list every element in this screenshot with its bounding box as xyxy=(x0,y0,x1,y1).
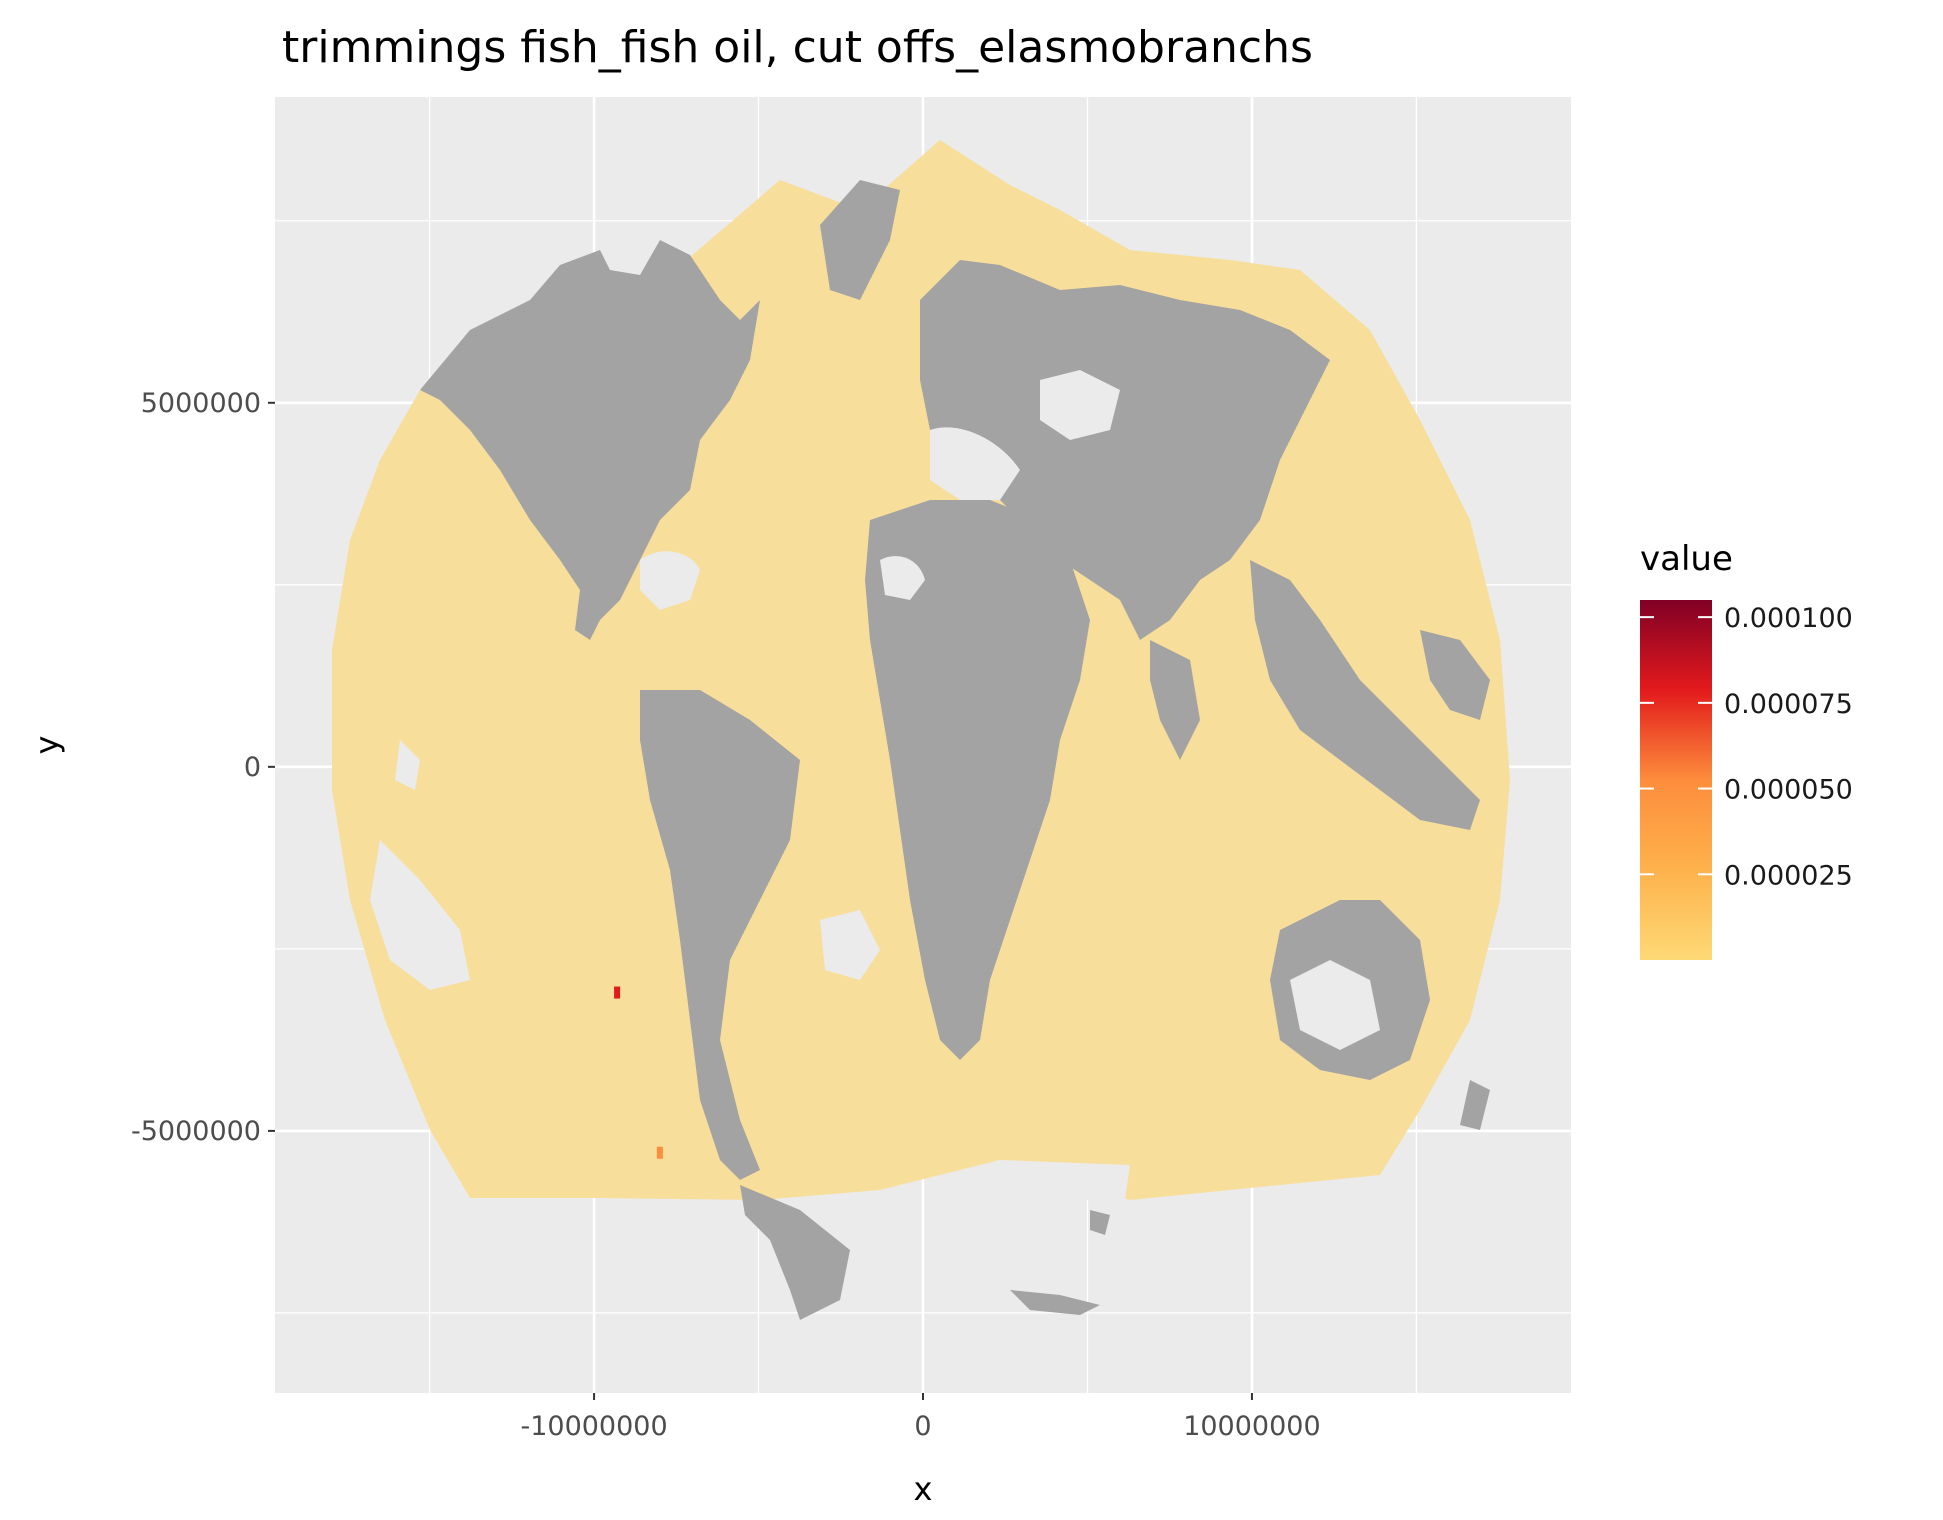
legend: value 0.000100 0.000075 0.000050 0.000025 xyxy=(1640,539,1853,960)
legend-break-label: 0.000100 xyxy=(1724,603,1853,634)
land-masses xyxy=(420,180,1490,1320)
land-antarctica-peninsula xyxy=(740,1185,850,1320)
hotspots xyxy=(614,986,663,1159)
land-eurasia xyxy=(920,260,1330,640)
x-tick-label: -10000000 xyxy=(520,1411,667,1442)
nodata-patch xyxy=(640,551,700,610)
legend-breaks: 0.000100 0.000075 0.000050 0.000025 xyxy=(1640,603,1853,891)
nodata-patch xyxy=(1040,370,1120,440)
nodata-patch xyxy=(370,840,470,990)
legend-title: value xyxy=(1640,539,1733,579)
land-japan xyxy=(1420,630,1490,720)
chart-title: trimmings fish_fish oil, cut offs_elasmo… xyxy=(282,22,1313,73)
y-tick-label: 0 xyxy=(244,752,261,783)
x-tick-label: 0 xyxy=(914,1411,931,1442)
y-axis-title: y xyxy=(28,736,66,755)
legend-break-label: 0.000050 xyxy=(1724,775,1853,806)
land-india xyxy=(1150,640,1200,760)
y-axis-ticks: 5000000 0 -5000000 xyxy=(131,388,275,1147)
antarctic-coast xyxy=(1000,1160,1130,1200)
x-axis-ticks: -10000000 0 10000000 xyxy=(520,1393,1321,1442)
no-data-patches xyxy=(370,370,1380,1050)
nodata-patch xyxy=(395,740,420,790)
nodata-patch xyxy=(820,910,880,980)
land-south-america xyxy=(640,690,800,1180)
land-greenland xyxy=(820,180,900,300)
land-africa xyxy=(865,500,1090,1060)
legend-break-label: 0.000075 xyxy=(1724,689,1853,720)
x-axis-title: x xyxy=(914,1470,933,1508)
hotspot-cell xyxy=(614,986,621,999)
y-tick-label: -5000000 xyxy=(131,1116,261,1147)
land-southeast-asia xyxy=(1250,560,1480,830)
y-tick-label: 5000000 xyxy=(141,388,261,419)
x-tick-label: 10000000 xyxy=(1183,1411,1320,1442)
nodata-patch xyxy=(880,556,925,600)
nodata-patch xyxy=(930,427,1020,500)
legend-colorbar xyxy=(1640,600,1712,960)
land-north-america xyxy=(420,240,760,640)
land-antarctica-fragments xyxy=(1010,1210,1110,1315)
hotspot-cell xyxy=(656,1146,663,1159)
land-new-zealand xyxy=(1460,1080,1490,1130)
nodata-patch xyxy=(1290,960,1380,1050)
legend-break-label: 0.000025 xyxy=(1724,860,1853,891)
